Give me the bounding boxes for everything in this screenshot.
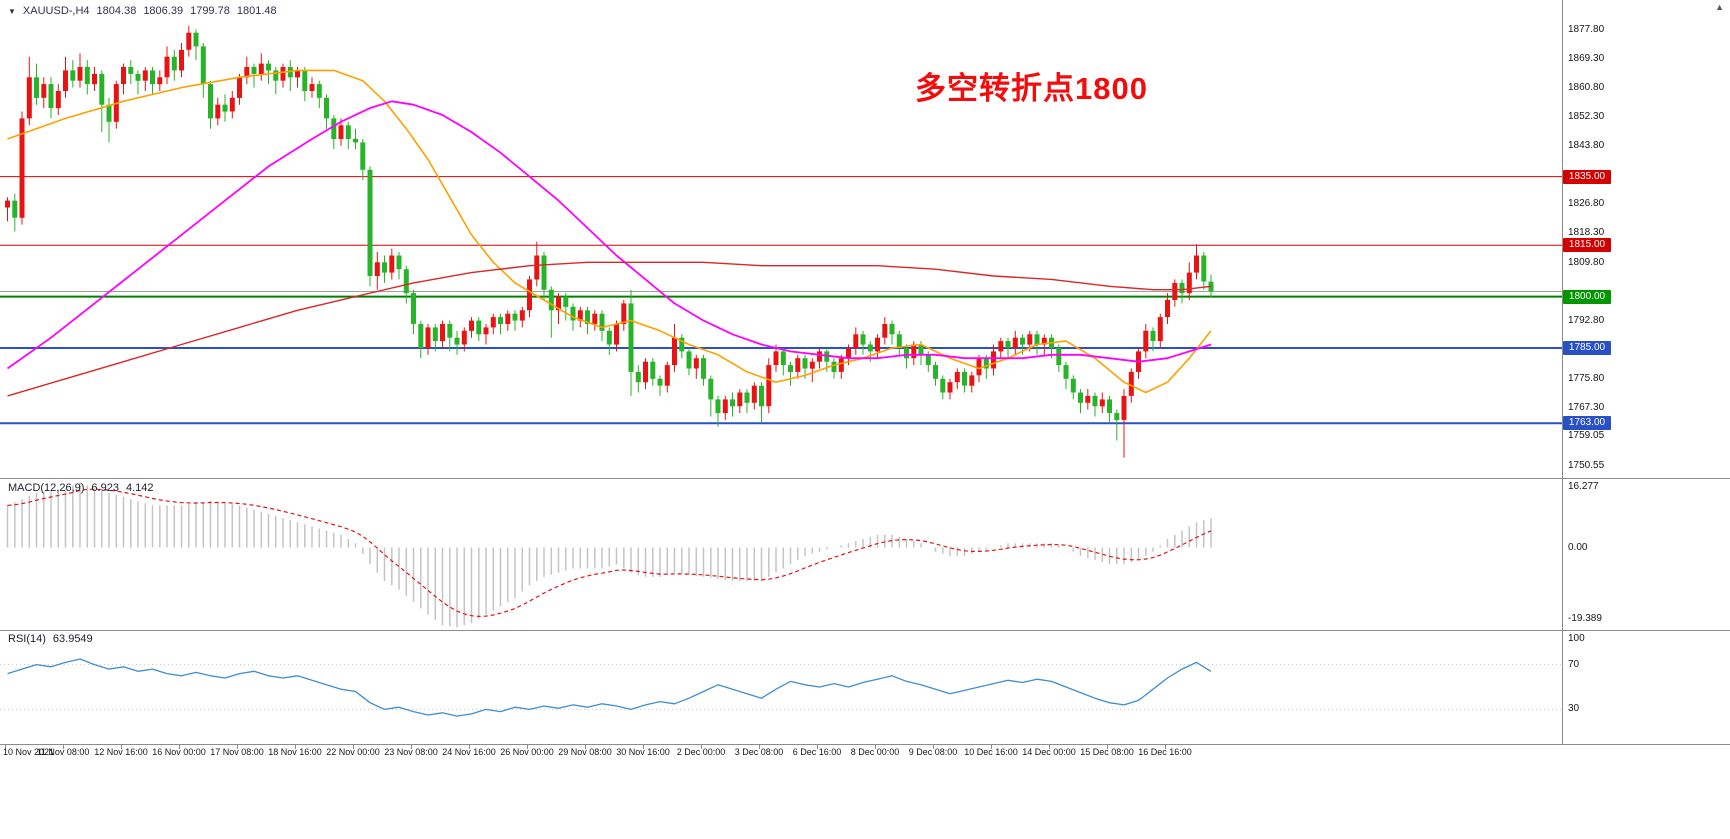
macd-axis-label: -19.389	[1568, 613, 1602, 624]
macd-signal-line	[7, 488, 1212, 618]
rsi-indicator-label: RSI(14) 63.9549	[8, 633, 93, 645]
price-axis[interactable]: 1877.80 1869.30 1860.80 1852.30 1843.80 1826.…	[1563, 0, 1730, 744]
time-axis-tick	[121, 745, 122, 749]
panel-separators	[0, 0, 1730, 745]
time-axis-label: 14 Dec 00:00	[1022, 747, 1076, 757]
time-axis-label: 23 Nov 08:00	[384, 747, 438, 757]
price-badge: 1815.00	[1563, 238, 1611, 253]
macd-name: MACD(12,26,9)	[8, 482, 85, 494]
time-axis-tick	[5, 745, 6, 749]
time-axis-label: 29 Nov 08:00	[558, 747, 612, 757]
time-axis-tick	[527, 745, 528, 749]
ma-fast-line	[7, 69, 1212, 394]
price-axis-label: 1750.55	[1568, 459, 1605, 471]
time-axis-tick	[63, 745, 64, 749]
time-axis-tick	[991, 745, 992, 749]
rsi-axis-label: 100	[1568, 633, 1585, 644]
time-axis-tick	[817, 745, 818, 749]
time-axis-label: 18 Nov 16:00	[268, 747, 322, 757]
price-axis-label: 1860.80	[1568, 81, 1605, 93]
ma-slow-line	[6, 100, 1212, 370]
time-axis-label: 22 Nov 00:00	[326, 747, 380, 757]
time-axis-tick	[875, 745, 876, 749]
rsi-axis-label: 30	[1568, 703, 1580, 715]
time-axis-tick	[701, 745, 702, 749]
horizontal-level-lines[interactable]	[0, 176, 1562, 425]
price-axis-label: 1826.80	[1568, 198, 1605, 210]
symbol-timeframe-label: XAUUSD-,H4	[22, 5, 90, 17]
time-axis-tick	[1107, 745, 1108, 749]
time-axis-tick	[643, 745, 644, 749]
price-badge: 1785.00	[1563, 341, 1611, 355]
price-axis-label: 1792.80	[1568, 314, 1605, 326]
time-axis-label: 24 Nov 16:00	[442, 747, 496, 757]
time-axis-label: 10 Nov 2021	[3, 747, 55, 757]
time-axis-label: 6 Dec 16:00	[792, 747, 842, 757]
time-axis-tick	[469, 745, 470, 749]
time-axis-label: 3 Dec 08:00	[734, 747, 784, 757]
time-axis-tick	[759, 745, 760, 749]
price-axis-label: 1843.80	[1568, 140, 1605, 151]
price-axis-label: 1759.05	[1568, 430, 1605, 442]
price-axis-label: 1852.30	[1568, 110, 1605, 122]
time-axis-label: 16 Nov 00:00	[152, 747, 206, 757]
time-axis-tick	[411, 745, 412, 749]
time-axis-label: 11 Nov 08:00	[36, 747, 90, 757]
rsi-axis-label: 70	[1568, 658, 1580, 670]
time-axis-tick	[933, 745, 934, 749]
rsi-line	[7, 658, 1212, 717]
time-axis-label: 10 Dec 16:00	[964, 747, 1018, 757]
rsi-name: RSI(14)	[8, 633, 46, 645]
low-value: 1799.78	[190, 5, 230, 17]
chart-annotation-text: 多空转折点1800	[915, 71, 1148, 106]
high-value: 1806.39	[143, 5, 184, 17]
price-axis-label: 1775.80	[1568, 373, 1605, 384]
time-axis-label: 9 Dec 08:00	[908, 747, 958, 757]
time-axis-label: 8 Dec 00:00	[850, 747, 900, 757]
time-axis-label: 16 Dec 16:00	[1138, 747, 1192, 757]
rsi-level-lines	[0, 664, 1562, 710]
symbol-dropdown-icon[interactable]: ▼	[8, 6, 16, 16]
price-axis-label: 1877.80	[1568, 23, 1605, 35]
macd-axis-label: 0.00	[1568, 541, 1588, 553]
time-axis-tick	[1049, 745, 1050, 749]
time-axis-tick	[1165, 745, 1166, 749]
scroll-up-icon[interactable]: ▲	[1715, 2, 1724, 12]
time-axis-label: 2 Dec 00:00	[676, 747, 726, 757]
time-axis-label: 26 Nov 00:00	[500, 747, 554, 757]
price-badge: 1763.00	[1563, 416, 1611, 431]
price-axis-label: 1767.30	[1568, 402, 1605, 414]
open-value: 1804.38	[96, 5, 137, 17]
price-axis-label: 1869.30	[1568, 52, 1605, 64]
time-axis-label: 12 Nov 16:00	[94, 747, 148, 757]
ohlc-info-line: ▼ XAUUSD-,H4 1804.38 1806.39 1799.78 180…	[8, 5, 277, 17]
time-axis-tick	[585, 745, 586, 749]
time-axis-tick	[353, 745, 354, 749]
rsi-value: 63.9549	[52, 633, 93, 645]
time-axis-label: 30 Nov 16:00	[616, 747, 670, 757]
macd-histogram	[6, 482, 1212, 628]
time-axis-label: 17 Nov 08:00	[210, 747, 264, 757]
time-axis-tick	[179, 745, 180, 749]
time-axis-tick	[237, 745, 238, 749]
macd-axis-label: 16.277	[1568, 481, 1599, 492]
time-axis-label: 15 Dec 08:00	[1080, 747, 1134, 757]
macd-signal-value: 4.142	[125, 482, 154, 494]
time-axis-tick	[295, 745, 296, 749]
close-value: 1801.48	[236, 5, 277, 17]
price-badge: 1835.00	[1563, 169, 1611, 184]
price-badge: 1800.00	[1563, 289, 1611, 304]
macd-indicator-label: MACD(12,26,9) 6.923 4.142	[8, 482, 153, 494]
price-axis-label: 1818.30	[1568, 227, 1605, 239]
price-axis-label: 1809.80	[1568, 256, 1605, 268]
ma-medium-line	[7, 261, 1212, 397]
macd-main-value: 6.923	[91, 482, 119, 494]
time-axis[interactable]: 10 Nov 2021 11 Nov 08:00 12 Nov 16:00 16 No…	[0, 745, 1730, 765]
